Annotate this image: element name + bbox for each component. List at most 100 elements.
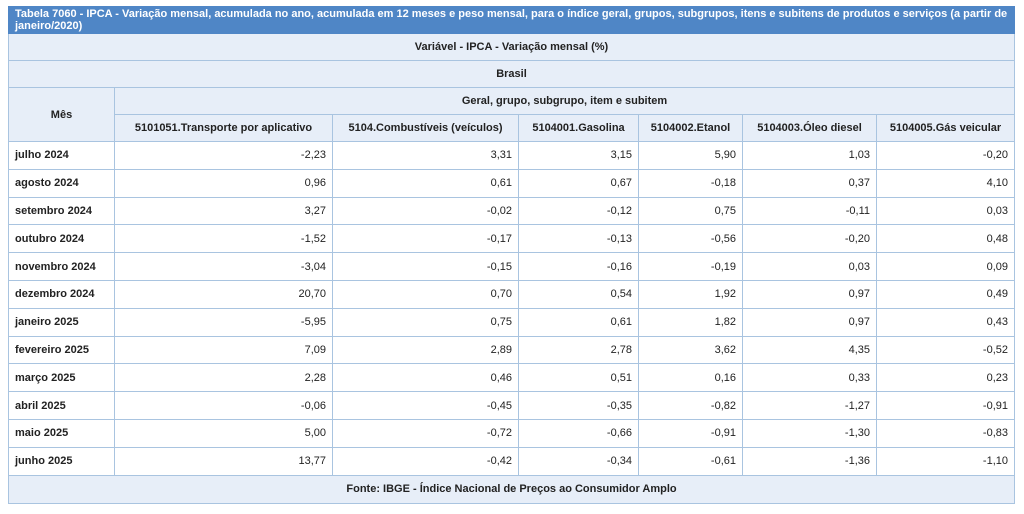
column-header-row: 5101051.Transporte por aplicativo 5104.Co… [9,114,1015,142]
month-cell: março 2025 [8,363,115,393]
value-cell: 7,09 [114,335,333,365]
value-cell: 0,48 [876,224,1015,254]
table-row: novembro 2024 -3,04 -0,15 -0,16 -0,19 0,03 0,0… [8,252,1015,281]
column-header: 5104005.Gás veicular [876,114,1015,142]
value-cell: 0,97 [742,279,877,309]
value-cell: 13,77 [114,446,333,476]
value-cell: 0,75 [638,196,743,226]
column-header: 5101051.Transporte por aplicativo [114,114,333,142]
value-cell: -0,18 [638,168,743,198]
value-cell: 0,61 [518,307,639,337]
value-cell: -0,06 [114,391,333,420]
value-cell: -0,13 [518,224,639,254]
table-row: setembro 2024 3,27 -0,02 -0,12 0,75 -0,11 0,03 [8,196,1015,226]
value-cell: 1,03 [742,141,877,170]
value-cell: 0,03 [742,252,877,281]
variable-header: Variável - IPCA - Variação mensal (%) [8,33,1015,61]
value-cell: -0,83 [876,418,1015,448]
value-cell: 5,90 [638,141,743,170]
value-cell: -1,30 [742,418,877,448]
value-cell: 3,15 [518,141,639,170]
value-cell: -0,11 [742,196,877,226]
value-cell: -0,20 [876,141,1015,170]
value-cell: 0,23 [876,363,1015,393]
value-cell: -0,12 [518,196,639,226]
table-row: fevereiro 2025 7,09 2,89 2,78 3,62 4,35 -0,52 [8,335,1015,365]
group-header: Geral, grupo, subgrupo, item e subitem [114,87,1015,115]
value-cell: 1,92 [638,279,743,309]
value-cell: -3,04 [114,252,333,281]
month-cell: janeiro 2025 [8,307,115,337]
value-cell: -0,61 [638,446,743,476]
value-cell: 0,03 [876,196,1015,226]
value-cell: -5,95 [114,307,333,337]
month-cell: novembro 2024 [8,252,115,281]
value-cell: 0,67 [518,168,639,198]
month-cell: setembro 2024 [8,196,115,226]
value-cell: -1,36 [742,446,877,476]
value-cell: 0,49 [876,279,1015,309]
table-row: junho 2025 13,77 -0,42 -0,34 -0,61 -1,36 -1,10 [8,446,1015,476]
column-header: 5104.Combustíveis (veículos) [332,114,519,142]
value-cell: 0,96 [114,168,333,198]
month-cell: dezembro 2024 [8,279,115,309]
value-cell: 0,43 [876,307,1015,337]
value-cell: 0,09 [876,252,1015,281]
month-cell: maio 2025 [8,418,115,448]
month-cell: abril 2025 [8,391,115,420]
value-cell: 0,61 [332,168,519,198]
value-cell: 0,70 [332,279,519,309]
value-cell: -0,16 [518,252,639,281]
value-cell: 3,27 [114,196,333,226]
value-cell: -0,56 [638,224,743,254]
value-cell: 0,54 [518,279,639,309]
value-cell: -0,66 [518,418,639,448]
value-cell: -0,45 [332,391,519,420]
value-cell: -0,20 [742,224,877,254]
ipca-table-container: Tabela 7060 - IPCA - Variação mensal, ac… [8,6,1015,504]
ipca-table: Tabela 7060 - IPCA - Variação mensal, ac… [8,6,1015,504]
month-cell: fevereiro 2025 [8,335,115,365]
row-header-mes: Mês [8,87,115,142]
value-cell: 0,37 [742,168,877,198]
table-row: maio 2025 5,00 -0,72 -0,66 -0,91 -1,30 -0,83 [8,418,1015,448]
month-cell: junho 2025 [8,446,115,476]
value-cell: -0,35 [518,391,639,420]
value-cell: 3,62 [638,335,743,365]
value-cell: -1,27 [742,391,877,420]
value-cell: 0,33 [742,363,877,393]
value-cell: -0,17 [332,224,519,254]
value-cell: -0,42 [332,446,519,476]
table-row: agosto 2024 0,96 0,61 0,67 -0,18 0,37 4,10 [8,168,1015,198]
value-cell: 5,00 [114,418,333,448]
month-cell: agosto 2024 [8,168,115,198]
value-cell: 2,78 [518,335,639,365]
value-cell: -0,19 [638,252,743,281]
value-cell: 2,89 [332,335,519,365]
value-cell: -1,10 [876,446,1015,476]
value-cell: -0,72 [332,418,519,448]
value-cell: -0,52 [876,335,1015,365]
value-cell: -0,15 [332,252,519,281]
table-row: outubro 2024 -1,52 -0,17 -0,13 -0,56 -0,20 0,4… [8,224,1015,254]
value-cell: 4,10 [876,168,1015,198]
value-cell: 0,97 [742,307,877,337]
month-cell: julho 2024 [8,141,115,170]
column-header: 5104001.Gasolina [518,114,639,142]
value-cell: 3,31 [332,141,519,170]
value-cell: 0,51 [518,363,639,393]
value-cell: 1,82 [638,307,743,337]
value-cell: 4,35 [742,335,877,365]
month-cell: outubro 2024 [8,224,115,254]
value-cell: -0,82 [638,391,743,420]
table-row: março 2025 2,28 0,46 0,51 0,16 0,33 0,23 [8,363,1015,393]
value-cell: -2,23 [114,141,333,170]
value-cell: 0,46 [332,363,519,393]
table-title: Tabela 7060 - IPCA - Variação mensal, ac… [8,6,1015,34]
value-cell: -0,91 [876,391,1015,420]
value-cell: 20,70 [114,279,333,309]
column-header: 5104003.Óleo diesel [742,114,877,142]
table-body: julho 2024 -2,23 3,31 3,15 5,90 1,03 -0,20 agos… [8,141,1015,476]
column-header: 5104002.Etanol [638,114,743,142]
value-cell: 0,75 [332,307,519,337]
